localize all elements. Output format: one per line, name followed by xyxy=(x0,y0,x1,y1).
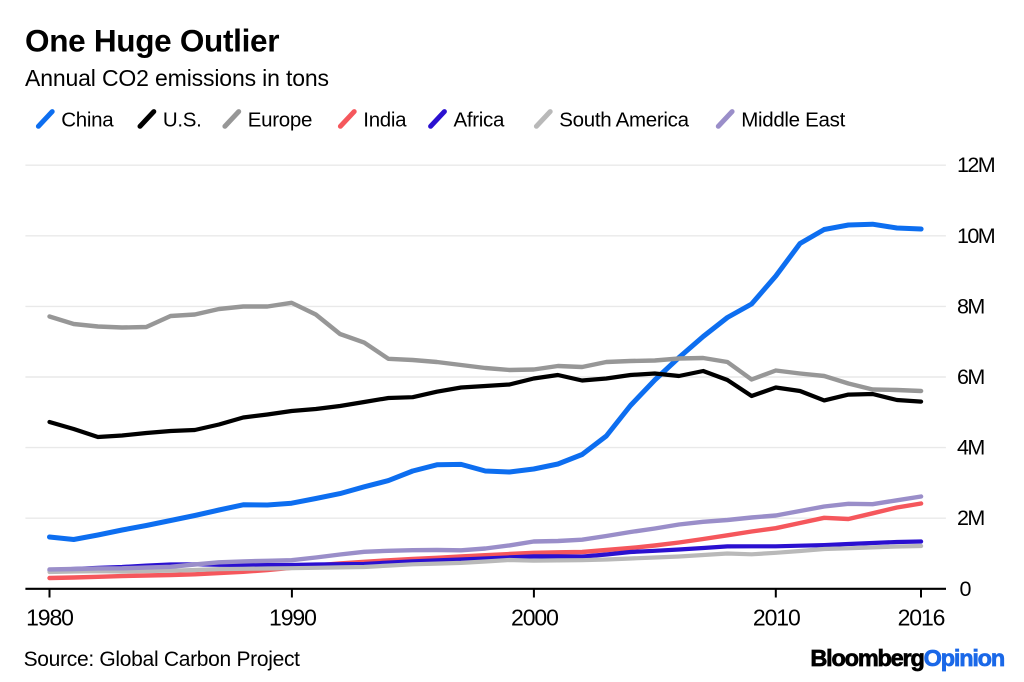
svg-text:Middle East: Middle East xyxy=(741,109,845,132)
svg-text:India: India xyxy=(363,109,407,132)
svg-text:Africa: Africa xyxy=(454,109,506,132)
svg-text:BloombergOpinion: BloombergOpinion xyxy=(810,645,1004,671)
svg-text:2M: 2M xyxy=(957,506,984,530)
svg-text:8M: 8M xyxy=(957,294,984,318)
svg-text:6M: 6M xyxy=(957,365,984,389)
svg-text:Source: Global Carbon Project: Source: Global Carbon Project xyxy=(24,648,301,671)
svg-text:U.S.: U.S. xyxy=(163,109,202,132)
svg-text:China: China xyxy=(61,109,114,132)
svg-text:One Huge Outlier: One Huge Outlier xyxy=(25,23,279,59)
svg-text:1990: 1990 xyxy=(269,605,316,631)
svg-text:4M: 4M xyxy=(957,436,984,460)
svg-text:12M: 12M xyxy=(957,153,995,177)
svg-text:South America: South America xyxy=(559,109,689,132)
svg-text:Europe: Europe xyxy=(248,109,312,132)
svg-text:Annual CO2 emissions in tons: Annual CO2 emissions in tons xyxy=(25,65,329,91)
svg-text:1980: 1980 xyxy=(26,605,73,631)
svg-text:2016: 2016 xyxy=(898,605,945,631)
svg-text:2000: 2000 xyxy=(511,605,558,631)
svg-text:10M: 10M xyxy=(957,224,995,248)
svg-text:0: 0 xyxy=(960,577,972,601)
svg-text:2010: 2010 xyxy=(753,605,800,631)
